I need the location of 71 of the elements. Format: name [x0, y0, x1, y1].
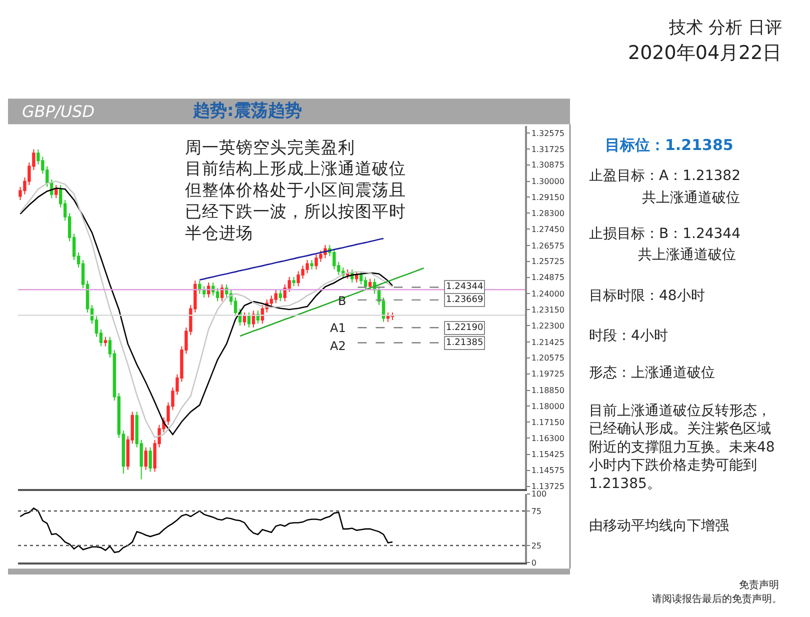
y-tick-label: 1.20575 [531, 354, 564, 363]
text: 时段：4小时 [589, 328, 668, 344]
annotation: 目前结构上形成上涨通道破位但整体价格处于小区间震荡且已经下跌一波，所以按图平时半仓进场 [185, 159, 406, 242]
y-tick-label: 1.30000 [531, 177, 564, 186]
text: 目标位：1.21385 [605, 136, 734, 154]
candlestick [220, 284, 224, 302]
candlestick [242, 312, 246, 326]
candlestick [247, 312, 251, 328]
chart-title: GBP/USD [22, 102, 95, 121]
candlestick [148, 446, 152, 472]
candlestick [368, 278, 372, 290]
candlestick [198, 280, 202, 294]
candlestick [54, 184, 58, 199]
candlestick [359, 270, 363, 285]
ref-line-label: 1.24344 [446, 282, 484, 292]
y-tick-label: 1.30875 [531, 160, 564, 170]
y-tick-label: 1.24875 [531, 273, 564, 282]
annotation: B [338, 294, 346, 308]
y-tick-label: 1.23150 [531, 305, 564, 314]
annotation: 周一英镑空头完美盈利 [185, 138, 355, 157]
candlestick [104, 336, 108, 347]
text: 共上涨通道破位 [638, 247, 736, 263]
candlestick [144, 446, 148, 470]
y-tick-label: 1.22300 [531, 321, 564, 330]
y-tick-label: 1.21425 [531, 338, 564, 347]
annotation: A1 [330, 321, 346, 335]
text: 目前上涨通道破位反转形态，已经确认形成。关注紫色区域附近的支撑阻力互换。未来48小时内下跌价格走势可能到1.21385。 [589, 403, 775, 492]
text: 形态：上涨通道破位 [589, 365, 715, 381]
y-tick-label: 1.14575 [531, 466, 564, 476]
y-tick-label: 0 [531, 558, 536, 568]
y-tick-label: 1.31725 [531, 144, 564, 154]
y-tick-label: 1.26575 [531, 241, 564, 250]
y-tick-label: 1.15425 [531, 450, 564, 460]
y-tick-label: 1.27450 [531, 224, 564, 234]
ref-line-label: 1.22190 [446, 323, 484, 333]
y-tick-label: 1.32575 [531, 128, 564, 138]
candlestick [278, 289, 282, 302]
y-tick-label: 75 [531, 506, 542, 516]
candlestick [207, 282, 210, 298]
line-series [20, 508, 394, 554]
candlestick [355, 270, 358, 283]
y-tick-label: 1.19725 [531, 370, 564, 379]
text: 请阅读报告最后的免责声明。 [652, 593, 782, 605]
text: 共上涨通道破位 [642, 190, 740, 206]
text: 技术 分析 日评 [668, 18, 782, 38]
y-tick-label: 100 [531, 490, 547, 499]
y-tick-label: 1.18850 [531, 386, 564, 396]
y-tick-label: 1.13725 [531, 482, 564, 492]
ref-line-label: 1.23669 [446, 295, 484, 305]
text: 免责声明 [739, 579, 779, 591]
candlestick [292, 276, 296, 287]
candlestick [386, 312, 390, 322]
text: 由移动平均线向下增强 [589, 518, 729, 534]
y-tick-label: 25 [531, 541, 542, 550]
chart-subtitle: 趋势:震荡趋势 [192, 101, 302, 121]
ref-line-label: 1.21385 [446, 338, 484, 348]
text: 止盈目标：A：1.21382 [589, 168, 740, 184]
y-tick-label: 1.16300 [531, 434, 564, 443]
text: 目标时限：48小时 [589, 288, 705, 304]
y-tick-label: 1.17150 [531, 418, 564, 427]
annotation: A2 [330, 339, 346, 353]
text: 2020年04月22日 [628, 42, 782, 64]
candlestick [310, 260, 314, 270]
y-tick-label: 1.29150 [531, 193, 564, 202]
y-tick-label: 1.25725 [531, 257, 564, 266]
line-series [239, 267, 425, 337]
y-tick-label: 1.24000 [531, 290, 564, 299]
y-tick-label: 1.28300 [531, 208, 564, 218]
candlestick [274, 289, 278, 304]
y-tick-label: 1.18000 [531, 402, 564, 411]
text: 止损目标：B：1.24344 [589, 226, 741, 242]
